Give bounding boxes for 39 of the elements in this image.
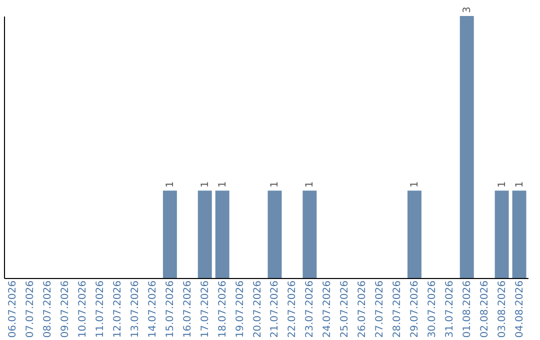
data-label: 1 (270, 181, 281, 188)
data-label: 1 (304, 181, 316, 188)
x-tick-label: 31.07.2026 (444, 280, 456, 338)
x-tick-label: 04.08.2026 (514, 280, 526, 338)
data-label: 1 (200, 181, 211, 188)
x-tick-label: 14.07.2026 (147, 280, 158, 338)
x-tick-label: 21.07.2026 (270, 280, 281, 338)
x-tick-label: 19.07.2026 (234, 280, 246, 338)
x-tick-label: 08.07.2026 (42, 280, 54, 338)
x-tick-label: 25.07.2026 (340, 280, 351, 338)
x-tick-label: 18.07.2026 (217, 280, 228, 338)
x-tick-label: 03.08.2026 (496, 280, 508, 338)
x-tick-label: 13.07.2026 (130, 280, 141, 338)
x-tick-label: 29.07.2026 (409, 280, 420, 338)
data-label: 1 (217, 181, 228, 188)
x-tick-label: 17.07.2026 (200, 280, 211, 338)
x-tick-label: 16.07.2026 (182, 280, 194, 338)
data-label: 1 (496, 181, 508, 188)
data-label: 1 (514, 181, 526, 188)
x-tick-label: 26.07.2026 (357, 280, 368, 338)
x-tick-label: 09.07.2026 (60, 280, 72, 338)
x-tick-label: 15.07.2026 (164, 280, 176, 338)
x-tick-label: 23.07.2026 (304, 280, 316, 338)
x-tick-label: 27.07.2026 (374, 280, 386, 338)
x-tick-label: 22.07.2026 (287, 280, 298, 338)
x-tick-label: 20.07.2026 (252, 280, 264, 338)
x-tick-label: 01.08.2026 (462, 280, 473, 338)
x-tick-label: 28.07.2026 (392, 280, 403, 338)
data-label: 3 (462, 6, 473, 13)
x-tick-label: 24.07.2026 (322, 280, 334, 338)
data-label: 1 (409, 181, 420, 188)
x-tick-label: 07.07.2026 (25, 280, 36, 338)
x-tick-label: 30.07.2026 (426, 280, 438, 338)
x-tick-label: 10.07.2026 (78, 280, 89, 338)
x-tick-label: 06.07.2026 (8, 280, 19, 338)
data-label: 1 (164, 181, 176, 188)
x-tick-label: 02.08.2026 (479, 280, 490, 338)
x-tick-label: 12.07.2026 (112, 280, 124, 338)
x-tick-label: 11.07.2026 (95, 280, 106, 338)
